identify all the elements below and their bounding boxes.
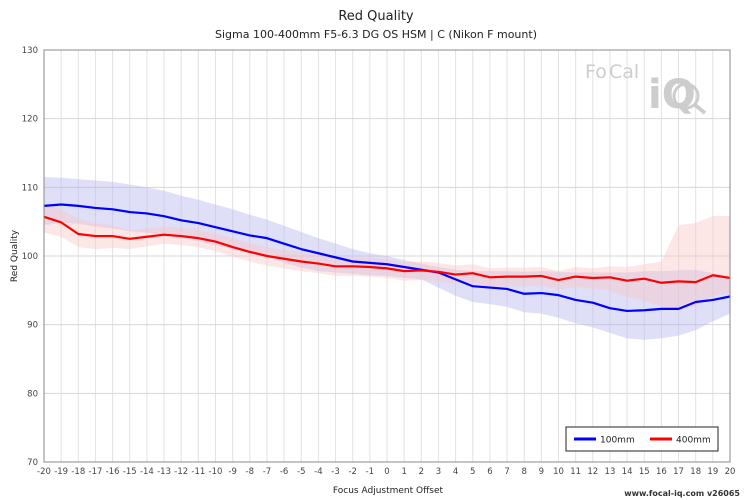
focal-iq-logo: Fo Cal iQ xyxy=(585,61,707,118)
range-band-400mm xyxy=(44,204,730,311)
legend-label-100mm: 100mm xyxy=(600,436,635,446)
x-tick-label: -7 xyxy=(263,467,271,477)
x-tick-label: -6 xyxy=(280,467,288,477)
x-tick-label: 4 xyxy=(453,467,458,477)
x-tick-label: 7 xyxy=(504,467,509,477)
x-tick-label: 15 xyxy=(639,467,650,477)
logo-text-iq: iQ xyxy=(648,72,696,118)
x-tick-label: 17 xyxy=(673,467,684,477)
x-tick-label: -13 xyxy=(157,467,171,477)
logo-text-fo: Fo xyxy=(585,61,607,83)
x-tick-label: -20 xyxy=(37,467,51,477)
y-tick-label: 70 xyxy=(27,458,38,468)
x-tick-label: 12 xyxy=(587,467,598,477)
x-tick-label: 13 xyxy=(605,467,616,477)
x-tick-label: -14 xyxy=(140,467,154,477)
y-tick-label: 100 xyxy=(22,252,38,262)
x-tick-label: 3 xyxy=(436,467,441,477)
x-tick-label: 9 xyxy=(539,467,544,477)
logo-magnifier-handle-icon xyxy=(693,103,707,115)
x-tick-label: 6 xyxy=(487,467,492,477)
x-tick-label: -15 xyxy=(123,467,137,477)
x-tick-label: 10 xyxy=(553,467,564,477)
y-tick-labels: 70 80 90 100 110 120 130 xyxy=(22,46,38,468)
logo-text-cal: Cal xyxy=(609,61,639,83)
x-tick-label: -10 xyxy=(209,467,223,477)
x-tick-label: 14 xyxy=(622,467,633,477)
x-tick-label: -19 xyxy=(54,467,68,477)
y-tick-label: 80 xyxy=(27,389,38,399)
x-tick-label: 0 xyxy=(384,467,389,477)
x-axis-label: Focus Adjustment Offset xyxy=(333,486,444,496)
plot-border xyxy=(43,49,731,463)
x-tick-label: -4 xyxy=(314,467,322,477)
x-tick-label: -8 xyxy=(246,467,254,477)
y-tick-label: 120 xyxy=(22,115,38,125)
x-tick-labels: -20 -19 -18 -17 -16 -15 -14 -13 -12 -11 -10 -9 -8 -7-… xyxy=(37,467,735,477)
x-tick-label: -12 xyxy=(174,467,188,477)
chart-title: Red Quality xyxy=(338,9,414,24)
y-tick-label: 90 xyxy=(27,321,38,331)
x-tick-label: -17 xyxy=(89,467,103,477)
series-lines xyxy=(43,203,731,313)
x-tick-label: 1 xyxy=(401,467,406,477)
x-tick-label: -9 xyxy=(228,467,236,477)
site-credit: www.focal-iq.com v26065 xyxy=(624,489,740,498)
x-tick-label: -18 xyxy=(71,467,85,477)
x-tick-label: -3 xyxy=(331,467,339,477)
x-tick-label: 19 xyxy=(707,467,718,477)
logo-magnifier-icon xyxy=(672,82,700,110)
legend: 100mm 400mm xyxy=(565,426,719,452)
x-tick-label: -5 xyxy=(297,467,305,477)
x-tick-label: -2 xyxy=(348,467,356,477)
x-tick-label: -1 xyxy=(366,467,374,477)
y-tick-label: 130 xyxy=(22,46,38,56)
x-tick-label: -16 xyxy=(106,467,120,477)
range-band-100mm xyxy=(44,177,730,340)
x-tick-label: 5 xyxy=(470,467,475,477)
range-bands xyxy=(44,177,730,340)
x-tick-label: 8 xyxy=(521,467,526,477)
y-axis-label: Red Quality xyxy=(10,229,20,282)
x-tick-label: 2 xyxy=(419,467,424,477)
x-tick-label: 11 xyxy=(570,467,581,477)
x-tick-label: 18 xyxy=(690,467,701,477)
legend-label-400mm: 400mm xyxy=(676,436,711,446)
x-tick-label: -11 xyxy=(191,467,205,477)
chart-subtitle: Sigma 100-400mm F5-6.3 DG OS HSM | C (Ni… xyxy=(215,28,537,41)
x-tick-label: 20 xyxy=(725,467,736,477)
x-tick-label: 16 xyxy=(656,467,667,477)
y-tick-label: 110 xyxy=(22,183,38,193)
